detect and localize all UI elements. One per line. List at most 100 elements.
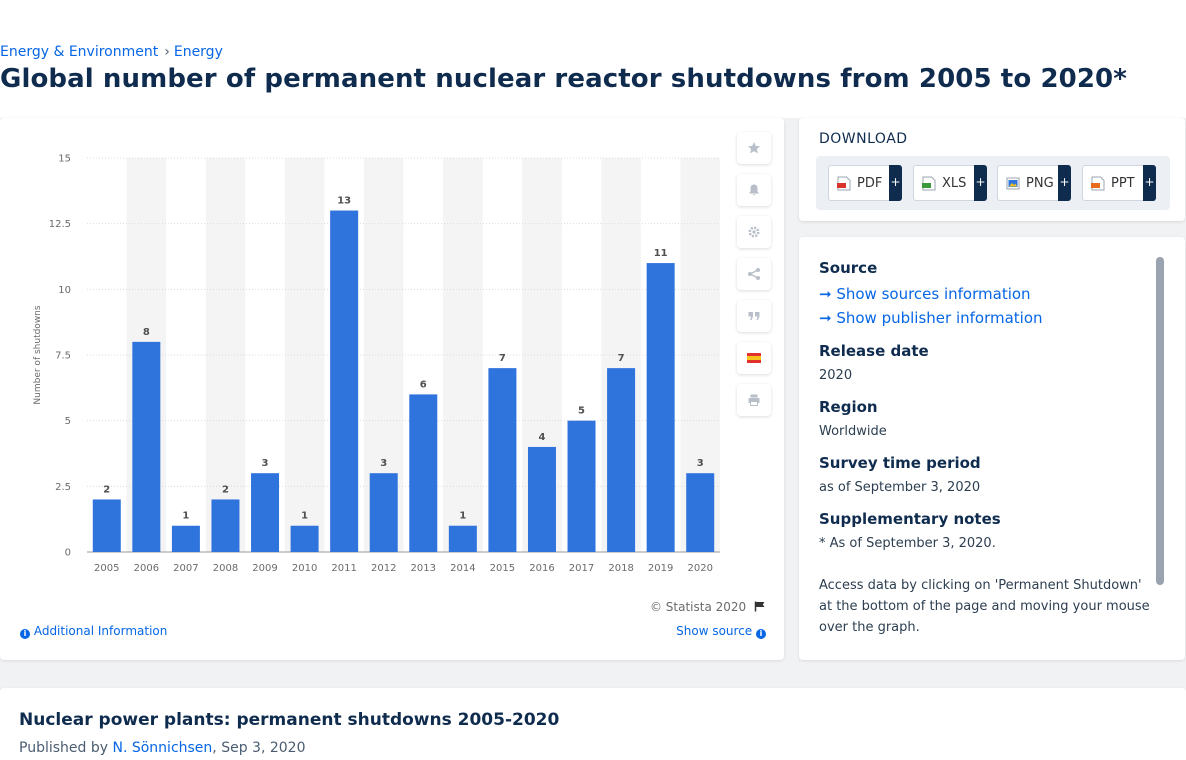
x-tick-label: 2007	[173, 563, 198, 574]
data-label: 7	[499, 353, 506, 364]
bar-2007[interactable]	[171, 525, 200, 552]
plus-icon: +	[1058, 165, 1071, 201]
bar-2008[interactable]	[211, 499, 240, 552]
y-tick-label: 10	[58, 285, 71, 296]
bar-2015[interactable]	[488, 368, 517, 552]
data-label: 3	[262, 458, 269, 469]
show-source-label: Show source	[676, 624, 753, 638]
top-header: Energy & Environment › Energy Global numbe…	[0, 0, 1186, 118]
y-tick-label: 2.5	[55, 482, 71, 493]
bar-2010[interactable]	[290, 525, 319, 552]
download-ppt-button[interactable]: PPT +	[1082, 165, 1156, 201]
statistic-info-card: Source ➞ Show sources information ➞ Show…	[799, 237, 1185, 660]
x-tick-label: 2011	[331, 563, 356, 574]
quote-icon	[748, 312, 760, 320]
bar-2017[interactable]	[567, 420, 596, 552]
download-card: DOWNLOAD PDF + XLS + PNG + PPT +	[799, 118, 1185, 221]
bar-2011[interactable]	[330, 210, 359, 552]
png-file-icon	[1006, 177, 1020, 189]
show-publisher-link[interactable]: ➞ Show publisher information	[819, 306, 1154, 330]
breadcrumb-item-energy-environment[interactable]: Energy & Environment	[0, 44, 159, 60]
notification-button[interactable]	[737, 174, 771, 206]
info-scroll-area[interactable]: Source ➞ Show sources information ➞ Show…	[819, 259, 1154, 650]
settings-button[interactable]	[737, 216, 771, 248]
bar-2014[interactable]	[448, 525, 477, 552]
chart-card: 0 2.5 5 7.5 10 12.5 15 2 2005 8 2006 1 2007 2 2008 3 200…	[0, 118, 784, 660]
publication-meta: Published by N. Sönnichsen, Sep 3, 2020	[19, 740, 305, 756]
download-pdf-button[interactable]: PDF +	[828, 165, 902, 201]
statista-credit[interactable]: © Statista 2020	[650, 600, 766, 614]
survey-period-value: as of September 3, 2020	[819, 480, 981, 495]
x-tick-label: 2017	[569, 563, 594, 574]
supplementary-note-1: * As of September 3, 2020.	[819, 536, 996, 551]
supplementary-note-2: Access data by clicking on 'Permanent Sh…	[819, 578, 1150, 635]
supplementary-notes-label: Supplementary notes	[819, 510, 1001, 528]
bar-2016[interactable]	[527, 446, 556, 552]
x-tick-label: 2020	[687, 563, 712, 574]
download-pdf-label: PDF	[857, 175, 883, 191]
bar-2019[interactable]	[646, 263, 675, 552]
bar-2009[interactable]	[251, 473, 280, 552]
data-label: 1	[301, 511, 308, 522]
survey-period-label: Survey time period	[819, 454, 981, 472]
download-xls-label: XLS	[942, 175, 967, 191]
bar-2018[interactable]	[607, 368, 636, 552]
gear-icon	[748, 226, 760, 238]
info-icon: i	[756, 629, 766, 639]
data-label: 1	[459, 511, 466, 522]
share-button[interactable]	[737, 258, 771, 290]
data-label: 4	[538, 432, 545, 443]
credit-text: © Statista 2020	[649, 600, 747, 614]
flag-icon	[754, 601, 765, 612]
breadcrumb-item-energy[interactable]: Energy	[173, 44, 223, 60]
y-tick-label: 7.5	[55, 351, 71, 362]
info-icon: i	[20, 629, 30, 639]
download-ppt-label: PPT	[1111, 175, 1135, 191]
scrollbar-thumb[interactable]	[1156, 257, 1164, 585]
x-tick-label: 2013	[411, 563, 436, 574]
bar-2006[interactable]	[132, 341, 161, 552]
data-label: 1	[182, 511, 189, 522]
x-tick-label: 2019	[648, 563, 673, 574]
download-png-button[interactable]: PNG +	[997, 165, 1071, 201]
info-scrollbar[interactable]	[1156, 257, 1164, 585]
data-label: 13	[337, 196, 351, 207]
bar-2005[interactable]	[92, 499, 121, 552]
data-label: 8	[143, 327, 150, 338]
data-label: 2	[103, 484, 110, 495]
data-label: 7	[618, 353, 625, 364]
download-heading: DOWNLOAD	[819, 131, 908, 147]
region-label: Region	[819, 398, 878, 416]
release-date-value: 2020	[819, 368, 853, 383]
bar-2020[interactable]	[686, 473, 715, 552]
y-axis-label: Number of shutdowns	[33, 305, 43, 404]
data-label: 6	[420, 379, 427, 390]
x-tick-label: 2010	[292, 563, 317, 574]
cite-button[interactable]	[737, 300, 771, 332]
favorite-button[interactable]	[737, 132, 771, 164]
breadcrumb: Energy & Environment › Energy	[0, 44, 223, 60]
arrow-right-icon: ➞	[819, 285, 837, 303]
plus-icon: +	[889, 165, 902, 201]
page-title: Global number of permanent nuclear react…	[0, 64, 1127, 94]
x-tick-label: 2008	[213, 563, 238, 574]
language-button[interactable]	[737, 342, 771, 374]
show-sources-link[interactable]: ➞ Show sources information	[819, 282, 1154, 306]
show-source-link[interactable]: Show source i	[676, 624, 766, 639]
bar-2012[interactable]	[369, 473, 398, 552]
x-tick-label: 2015	[490, 563, 515, 574]
print-icon	[748, 394, 760, 406]
additional-information-label: Additional Information	[33, 624, 168, 638]
y-tick-label: 15	[58, 154, 71, 165]
xls-file-icon	[922, 176, 936, 190]
published-by-label: Published by	[19, 740, 109, 756]
download-xls-button[interactable]: XLS +	[913, 165, 987, 201]
source-label: Source	[819, 259, 878, 277]
bar-chart: 02.557.51012.515220058200612007220083200…	[33, 154, 720, 574]
print-button[interactable]	[737, 384, 771, 416]
author-link[interactable]: N. Sönnichsen	[112, 740, 213, 756]
additional-information-link[interactable]: i Additional Information	[20, 624, 167, 639]
x-tick-label: 2014	[450, 563, 475, 574]
x-tick-label: 2005	[94, 563, 119, 574]
bar-2013[interactable]	[409, 394, 438, 552]
